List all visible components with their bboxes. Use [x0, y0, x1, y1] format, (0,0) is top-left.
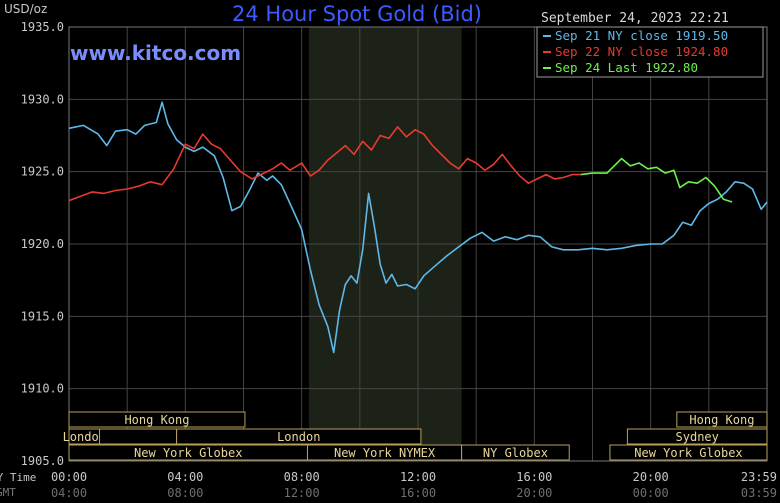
x-tick-label-gmt: 08:00: [167, 486, 203, 500]
plot-frame: [68, 26, 768, 462]
x-tick-label-gmt: 04:00: [51, 486, 87, 500]
x-tick-label-ny: 23:59: [741, 470, 777, 484]
y-tick-label: 1910.0: [21, 382, 64, 396]
y-tick-label: 1905.0: [21, 454, 64, 468]
legend-box: [536, 26, 764, 78]
session-bar-new-york-nymex: New York NYMEX: [306, 444, 463, 461]
y-tick-label: 1915.0: [21, 309, 64, 323]
legend-entry: Sep 24 Last 1922.80: [543, 60, 698, 75]
session-bar-new-york-globex: New York Globex: [68, 444, 308, 461]
x-axis-row-label-ny: NY Time: [0, 471, 36, 484]
series-line-sep-24: [580, 157, 733, 203]
session-bar-label: Sydney: [676, 430, 719, 444]
series-line-sep-22: [68, 126, 581, 202]
legend-label: Sep 22 NY close 1924.80: [555, 44, 728, 59]
session-bar-blank: [99, 428, 178, 445]
session-bar-box: [176, 428, 422, 445]
watermark-url: www.kitco.com: [70, 41, 241, 65]
x-tick-label-gmt: 20:00: [516, 486, 552, 500]
session-bar-label: London: [63, 430, 106, 444]
session-bar-label: NY Globex: [483, 446, 548, 460]
legend-label: Sep 21 NY close 1919.50: [555, 28, 728, 43]
session-bar-london: London: [176, 428, 422, 445]
session-bar-box: [626, 428, 768, 445]
x-tick-label-ny: 12:00: [400, 470, 436, 484]
session-bar-hong-kong: Hong Kong: [676, 411, 768, 428]
x-tick-label-ny: 00:00: [51, 470, 87, 484]
x-tick-label-ny: 04:00: [167, 470, 203, 484]
session-bar-new-york-globex: New York Globex: [609, 444, 768, 461]
legend-label: Sep 24 Last 1922.80: [555, 60, 698, 75]
legend-entry: Sep 21 NY close 1919.50: [543, 28, 728, 43]
session-bar-label: New York NYMEX: [334, 446, 436, 460]
timestamp-label: September 24, 2023 22:21: [541, 11, 729, 26]
session-bar-box: [68, 411, 246, 428]
x-tick-label-gmt: 12:00: [284, 486, 320, 500]
x-tick-label-gmt: 00:00: [633, 486, 669, 500]
series-line-sep-21: [68, 101, 768, 354]
session-bar-box: [676, 411, 768, 428]
y-axis-unit-label: USD/oz: [4, 2, 47, 16]
session-bar-box: [461, 444, 570, 461]
session-bar-box: [609, 444, 768, 461]
session-bar-label: New York Globex: [134, 446, 242, 460]
session-bar-label: Hong Kong: [689, 413, 754, 427]
session-bar-sydney: Sydney: [626, 428, 768, 445]
legend-entry: Sep 22 NY close 1924.80: [543, 44, 728, 59]
chart-title: 24 Hour Spot Gold (Bid): [232, 2, 482, 26]
y-tick-label: 1930.0: [21, 92, 64, 106]
x-tick-label-ny: 20:00: [633, 470, 669, 484]
session-bar-label: London: [277, 430, 320, 444]
session-bar-label: Hong Kong: [124, 413, 189, 427]
session-bar-hong-kong: Hong Kong: [68, 411, 246, 428]
x-axis-row-label-gmt: GMT: [0, 486, 16, 499]
x-tick-label-ny: 08:00: [284, 470, 320, 484]
session-bar-box: [99, 428, 178, 445]
y-tick-label: 1920.0: [21, 237, 64, 251]
session-bar-ny-globex: NY Globex: [461, 444, 570, 461]
y-tick-label: 1935.0: [21, 20, 64, 34]
session-bar-label: New York Globex: [634, 446, 742, 460]
y-tick-label: 1925.0: [21, 165, 64, 179]
x-tick-label-gmt: 03:59: [741, 486, 777, 500]
x-tick-label-ny: 16:00: [516, 470, 552, 484]
x-tick-label-gmt: 16:00: [400, 486, 436, 500]
